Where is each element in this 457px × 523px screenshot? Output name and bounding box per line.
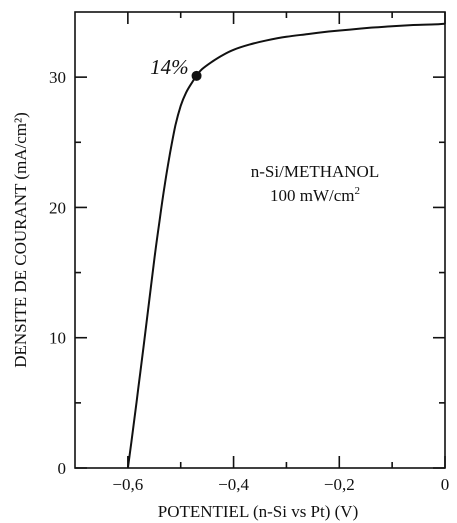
x-tick-label: 0 bbox=[441, 475, 450, 494]
y-tick-label: 30 bbox=[49, 68, 66, 87]
x-axis-label: POTENTIEL (n-Si vs Pt) (V) bbox=[158, 502, 359, 521]
annotation-illumination: 100 mW/cm2 bbox=[270, 185, 360, 205]
y-tick-label: 10 bbox=[49, 329, 66, 348]
tick-labels: −0,6 −0,4 −0,2 0 0 10 20 30 bbox=[49, 68, 449, 494]
annotation-illumination-value: 100 mW/cm bbox=[270, 186, 355, 205]
x-tick-label: −0,4 bbox=[218, 475, 249, 494]
x-tick-label: −0,6 bbox=[112, 475, 143, 494]
efficiency-marker-point bbox=[191, 70, 202, 81]
annotation-electrolyte: n-Si/METHANOL bbox=[251, 162, 379, 181]
y-tick-label: 0 bbox=[58, 459, 67, 478]
axis-ticks bbox=[75, 12, 446, 469]
x-tick-label: −0,2 bbox=[324, 475, 355, 494]
y-tick-label: 20 bbox=[49, 198, 66, 217]
y-axis-label: DENSITE DE COURANT (mA/cm²) bbox=[11, 112, 30, 368]
plot-frame bbox=[74, 11, 446, 469]
efficiency-label: 14% bbox=[150, 55, 189, 79]
annotation-illumination-sup: 2 bbox=[355, 185, 361, 197]
series-line bbox=[126, 22, 446, 469]
